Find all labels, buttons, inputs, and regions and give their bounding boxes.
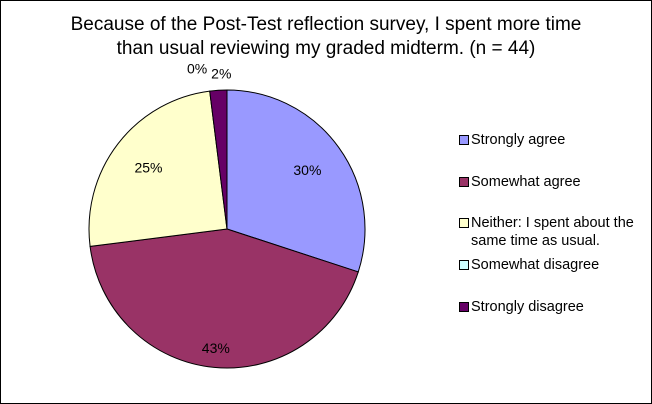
pie-slice-3 — [88, 90, 228, 247]
legend-swatch-2 — [459, 177, 469, 187]
legend-label-3: Neither: I spent about the same time as … — [471, 215, 634, 249]
legend-label-5: Strongly disagree — [471, 299, 584, 315]
chart-title-line-1: Because of the Post-Test reflection surv… — [70, 14, 582, 35]
pie-slice-5 — [209, 89, 228, 230]
slice-label-1: 30% — [293, 162, 321, 178]
slice-label-5: 2% — [211, 66, 231, 82]
chart-title-line-2: than usual reviewing my graded midterm. … — [116, 38, 536, 59]
slice-label-3: 25% — [134, 160, 162, 176]
legend-swatch-3 — [459, 218, 469, 228]
legend-label-1: Strongly agree — [471, 132, 566, 148]
legend-swatch-4 — [459, 260, 469, 270]
slice-label-4: 0% — [187, 60, 207, 76]
legend-swatch-5 — [459, 302, 469, 312]
legend-label-2: Somewhat agree — [471, 174, 581, 190]
pie-slice-1 — [226, 89, 366, 273]
chart-title: Because of the Post-Test reflection surv… — [41, 13, 611, 61]
slice-label-2: 43% — [202, 340, 230, 356]
pie-slice-2 — [89, 228, 359, 369]
legend-swatch-1 — [459, 135, 469, 145]
legend-label-4: Somewhat disagree — [471, 257, 600, 273]
